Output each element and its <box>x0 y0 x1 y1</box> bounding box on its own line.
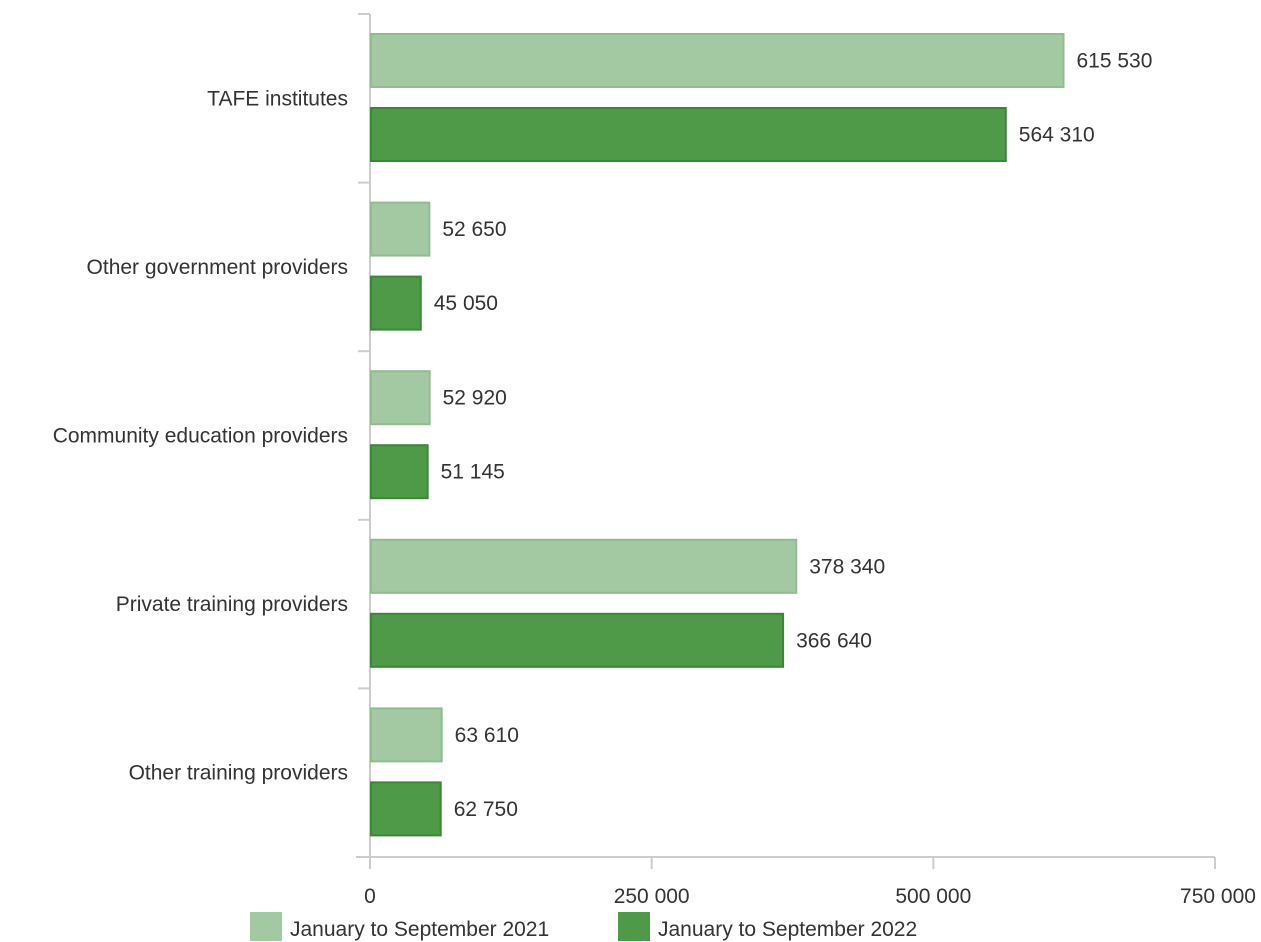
data-label: 378 340 <box>809 555 885 578</box>
bar-series-2022 <box>370 612 785 668</box>
data-label: 615 530 <box>1076 50 1152 73</box>
bars: 615 530 52 650 52 920 378 340 63 610 564 310 4… <box>370 33 1152 837</box>
data-label: 564 310 <box>1019 124 1095 147</box>
legend: January to September 2021 January to Sept… <box>250 912 917 941</box>
legend-swatch <box>250 912 282 941</box>
legend-label: January to September 2021 <box>290 918 549 941</box>
category-labels: TAFE institutes Other government provider… <box>53 87 348 784</box>
data-label: 62 750 <box>454 798 518 821</box>
x-axis: 0 250 000 500 000 750 000 <box>356 856 1256 908</box>
category-label: Private training providers <box>116 593 348 616</box>
x-tick-label: 500 000 <box>895 885 971 908</box>
category-label: Community education providers <box>53 425 348 448</box>
x-tick-label: 250 000 <box>614 885 690 908</box>
data-label: 63 610 <box>455 724 519 747</box>
data-label: 52 920 <box>443 387 507 410</box>
data-label: 366 640 <box>796 629 872 652</box>
bar-series-2021 <box>370 201 431 257</box>
x-tick-label: 750 000 <box>1180 885 1256 908</box>
data-label: 45 050 <box>434 292 498 315</box>
y-axis <box>358 13 371 858</box>
bar-series-2022 <box>370 444 429 500</box>
data-label: 51 145 <box>441 461 505 484</box>
bar-series-2021 <box>370 538 798 594</box>
bar-series-2021 <box>370 707 443 763</box>
category-label: Other training providers <box>129 762 348 785</box>
bar-series-2022 <box>370 781 442 837</box>
legend-label: January to September 2022 <box>658 918 917 941</box>
legend-swatch <box>618 912 650 941</box>
bar-series-2022 <box>370 107 1007 162</box>
x-tick-label: 0 <box>364 885 376 908</box>
bar-series-2021 <box>370 33 1065 88</box>
category-label: TAFE institutes <box>207 87 348 110</box>
category-label: Other government providers <box>87 256 348 279</box>
data-label: 52 650 <box>442 218 506 241</box>
bar-series-2022 <box>370 275 422 331</box>
bar-series-2021 <box>370 370 431 426</box>
